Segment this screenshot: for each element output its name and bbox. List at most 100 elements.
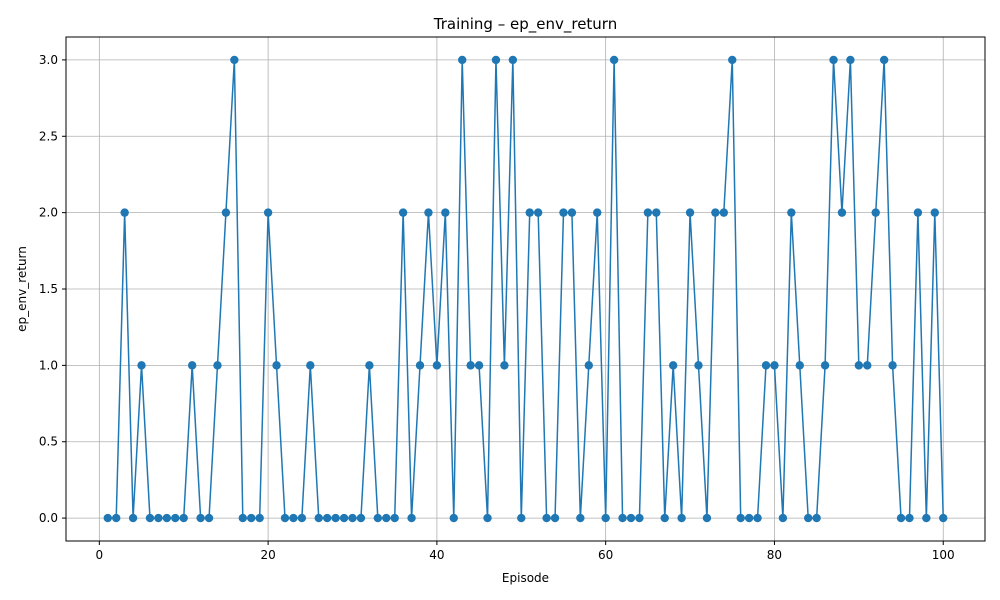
data-point (736, 513, 745, 523)
data-point (112, 513, 121, 523)
data-point (668, 361, 678, 370)
data-point (542, 513, 551, 523)
data-point (272, 361, 281, 370)
data-point (744, 513, 754, 523)
data-point (846, 55, 855, 65)
data-point (804, 513, 813, 523)
y-tick-label: 2.5 (39, 129, 58, 143)
data-point (922, 513, 931, 523)
data-point (432, 361, 442, 370)
x-tick-label: 20 (260, 548, 275, 562)
data-point (331, 513, 340, 523)
x-tick-label: 60 (598, 548, 613, 562)
y-tick-label: 0.0 (39, 511, 58, 525)
data-point (593, 208, 602, 217)
data-point (280, 513, 290, 523)
data-point (660, 513, 669, 523)
data-point (255, 513, 264, 523)
data-point (584, 361, 593, 370)
data-point (458, 55, 467, 65)
data-point (373, 513, 383, 523)
data-point (770, 361, 779, 370)
data-point (348, 513, 357, 523)
data-point (204, 513, 214, 523)
data-point (314, 513, 323, 523)
data-point (500, 361, 509, 370)
data-point (635, 513, 644, 523)
data-point (677, 513, 686, 523)
data-point (905, 513, 914, 523)
data-point (196, 513, 205, 523)
data-point (247, 513, 256, 523)
data-point (120, 208, 129, 217)
data-point (871, 208, 880, 217)
data-point (415, 361, 425, 370)
data-point (829, 55, 838, 65)
data-point (103, 513, 112, 523)
data-point (221, 208, 231, 217)
data-point (854, 361, 864, 370)
data-point (491, 55, 501, 65)
data-point (407, 513, 416, 523)
data-point (230, 55, 239, 65)
x-tick-label: 80 (767, 548, 782, 562)
data-point (508, 55, 518, 65)
data-point (609, 55, 619, 65)
data-point (939, 513, 948, 523)
axis-ticks: 0 20 40 60 80 100 0.0 0.5 1.0 1.5 2.0 2.5 3.0 (39, 53, 955, 562)
data-point (643, 208, 653, 217)
data-point (567, 208, 577, 217)
data-point (297, 513, 307, 523)
data-point (483, 513, 492, 523)
data-point (398, 208, 408, 217)
data-point (719, 208, 729, 217)
data-point (728, 55, 737, 65)
data-point (694, 361, 703, 370)
data-point (879, 55, 889, 65)
y-tick-label: 1.0 (39, 358, 58, 372)
y-tick-label: 1.5 (39, 282, 58, 296)
data-point (466, 361, 475, 370)
data-point (652, 208, 661, 217)
data-point (213, 361, 222, 370)
data-point (711, 208, 720, 217)
x-tick-label: 40 (429, 548, 444, 562)
data-point (533, 208, 543, 217)
chart-title: Training – ep_env_return (433, 15, 617, 34)
data-point (238, 513, 247, 523)
data-point (365, 361, 374, 370)
series (103, 55, 948, 523)
data-point (449, 513, 458, 523)
data-point (187, 361, 197, 370)
data-point (322, 513, 332, 523)
data-point (390, 513, 399, 523)
data-point (171, 513, 180, 523)
data-point (896, 513, 906, 523)
data-point (339, 513, 349, 523)
data-point (517, 513, 526, 523)
data-point (179, 513, 188, 523)
data-point (576, 513, 585, 523)
data-point (128, 513, 138, 523)
data-point (812, 513, 821, 523)
data-point (289, 513, 298, 523)
y-tick-label: 2.0 (39, 206, 58, 220)
data-point (162, 513, 172, 523)
y-axis-label: ep_env_return (15, 246, 29, 332)
x-axis-label: Episode (502, 571, 549, 585)
x-tick-label: 0 (96, 548, 104, 562)
series-line (107, 59, 944, 519)
data-point (550, 513, 560, 523)
y-tick-label: 3.0 (39, 53, 58, 67)
data-point (424, 208, 433, 217)
data-point (382, 513, 391, 523)
data-point (888, 361, 897, 370)
data-point (702, 513, 712, 523)
data-point (753, 513, 762, 523)
data-point (820, 361, 830, 370)
data-point (778, 513, 788, 523)
x-tick-label: 100 (932, 548, 955, 562)
data-point (913, 208, 923, 217)
data-point (795, 361, 804, 370)
